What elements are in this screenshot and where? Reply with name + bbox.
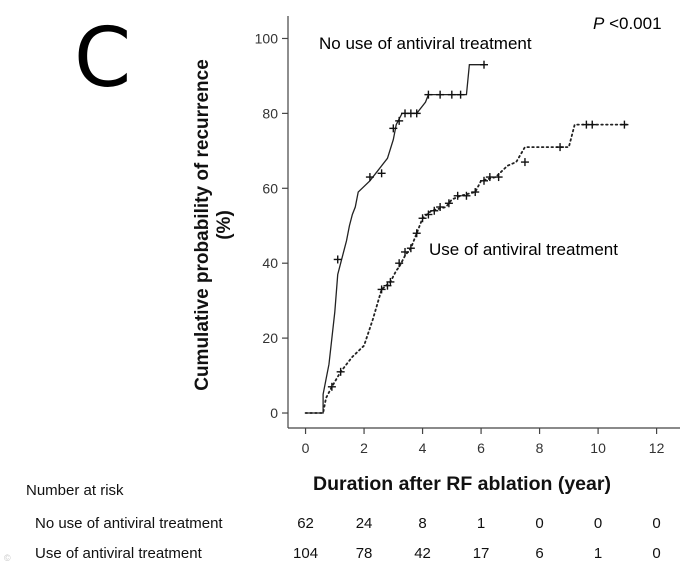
censor-mark-use-2 <box>377 285 386 294</box>
censor-mark-no-use-10 <box>447 90 456 99</box>
y-tick-label-100: 100 <box>255 30 279 46</box>
risk-value-use-0: 104 <box>293 545 319 562</box>
censor-mark-no-use-1 <box>365 173 374 182</box>
risk-value-no-use-10: 0 <box>593 515 603 532</box>
curve-no-use <box>305 64 484 414</box>
risk-value-no-use-2: 24 <box>355 515 373 532</box>
x-tick-label-10: 10 <box>590 440 606 456</box>
censor-mark-use-8 <box>412 229 421 238</box>
label-use-antiviral: Use of antiviral treatment <box>429 240 618 259</box>
p-value: P <0.001 <box>593 14 662 34</box>
censor-mark-use-15 <box>462 191 471 200</box>
censor-mark-use-21 <box>556 143 565 152</box>
censor-mark-use-17 <box>480 176 488 185</box>
number-at-risk-title: Number at risk <box>26 482 124 499</box>
x-axis-label: Duration after RF ablation (year) <box>313 473 611 495</box>
x-tick-label-6: 6 <box>477 440 485 456</box>
curve-use <box>304 123 629 414</box>
watermark: © <box>4 553 11 563</box>
censor-mark-use-13 <box>444 199 453 208</box>
x-tick-label-2: 2 <box>360 440 368 456</box>
censor-mark-use-23 <box>588 120 597 129</box>
risk-value-use-2: 78 <box>355 545 373 562</box>
censor-mark-no-use-8 <box>424 90 433 99</box>
survival-plot: 0 20 40 60 80 100 0 2 4 6 8 10 12 <box>255 16 680 456</box>
censor-mark-use-1 <box>336 367 345 376</box>
censor-mark-no-use-0 <box>333 255 342 264</box>
risk-value-no-use-8: 0 <box>535 515 544 532</box>
censor-mark-use-20 <box>520 158 529 167</box>
risk-value-use-6: 17 <box>472 545 490 562</box>
censor-mark-no-use-2 <box>377 169 386 178</box>
censor-mark-use-6 <box>401 247 410 256</box>
censor-mark-no-use-12 <box>480 60 488 69</box>
censor-mark-use-4 <box>386 277 395 286</box>
censor-mark-use-12 <box>436 203 445 212</box>
censor-mark-no-use-3 <box>389 124 398 133</box>
risk-value-no-use-12: 0 <box>652 515 661 532</box>
y-tick-label-20: 20 <box>262 330 278 346</box>
censor-mark-use-9 <box>418 214 427 223</box>
censor-mark-no-use-7 <box>412 109 421 118</box>
risk-value-no-use-4: 8 <box>418 515 427 532</box>
x-tick-label-12: 12 <box>649 440 665 456</box>
x-tick-label-0: 0 <box>302 440 310 456</box>
risk-value-no-use-0: 62 <box>297 515 314 532</box>
censor-mark-no-use-4 <box>395 116 404 125</box>
censor-mark-use-11 <box>430 206 439 215</box>
censor-mark-use-18 <box>485 173 494 182</box>
y-tick-label-60: 60 <box>262 180 278 196</box>
risk-value-use-8: 6 <box>535 545 544 562</box>
p-value-symbol: P <box>593 14 605 33</box>
censor-mark-use-24 <box>620 120 629 129</box>
censor-mark-use-10 <box>424 210 433 219</box>
panel-label: C <box>74 11 132 106</box>
censor-mark-no-use-9 <box>436 90 445 99</box>
censor-mark-use-0 <box>327 382 336 391</box>
censor-mark-use-19 <box>494 173 503 182</box>
censor-mark-no-use-11 <box>456 90 465 99</box>
censor-mark-use-14 <box>453 191 462 200</box>
censor-mark-use-16 <box>471 188 480 197</box>
risk-value-no-use-6: 1 <box>476 515 486 532</box>
risk-value-use-12: 0 <box>652 545 661 562</box>
censor-mark-use-5 <box>395 259 404 268</box>
p-value-text: <0.001 <box>609 14 662 33</box>
risk-value-use-10: 1 <box>593 545 603 562</box>
censor-mark-use-7 <box>406 244 415 253</box>
x-tick-label-4: 4 <box>419 440 427 456</box>
risk-value-use-4: 42 <box>414 545 431 562</box>
y-tick-label-0: 0 <box>270 405 278 421</box>
y-tick-label-80: 80 <box>262 105 278 121</box>
label-no-use-antiviral: No use of antiviral treatment <box>319 34 532 53</box>
risk-row-label-no-use: No use of antiviral treatment <box>35 515 223 532</box>
risk-row-label-use: Use of antiviral treatment <box>35 545 202 562</box>
y-tick-label-40: 40 <box>262 255 278 271</box>
x-tick-label-8: 8 <box>536 440 544 456</box>
